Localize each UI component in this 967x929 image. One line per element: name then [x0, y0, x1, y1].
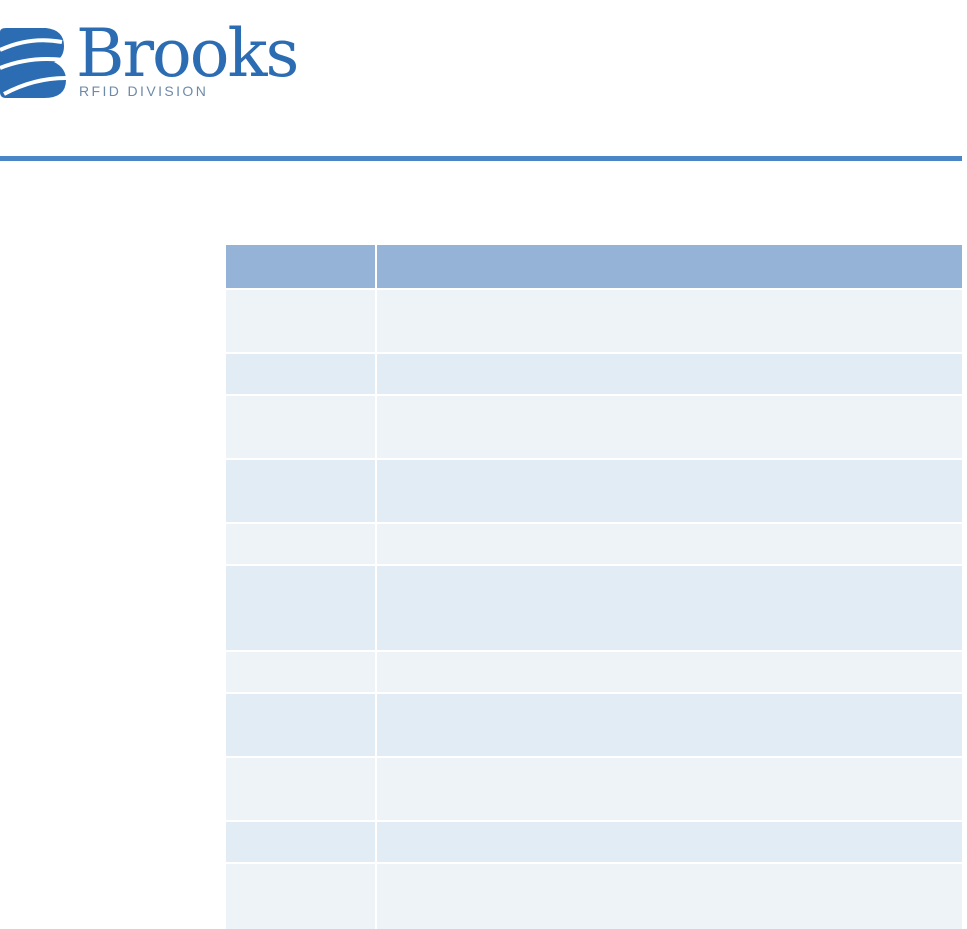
- table-row: [226, 354, 962, 396]
- table-row: [226, 290, 962, 354]
- table-header: [226, 245, 962, 290]
- table-row: [226, 524, 962, 566]
- table-row: [226, 652, 962, 694]
- table-row: [226, 460, 962, 524]
- table-row: [226, 758, 962, 822]
- table: [226, 245, 962, 929]
- logo-icon: [0, 28, 66, 98]
- table-row: [226, 864, 962, 929]
- header-rule: [0, 156, 962, 161]
- table-row: [226, 694, 962, 758]
- brand-name: Brooks: [76, 15, 299, 92]
- table-row: [226, 566, 962, 652]
- table-row: [226, 822, 962, 864]
- division-name: RFID DIVISION: [79, 83, 209, 99]
- table-row: [226, 396, 962, 460]
